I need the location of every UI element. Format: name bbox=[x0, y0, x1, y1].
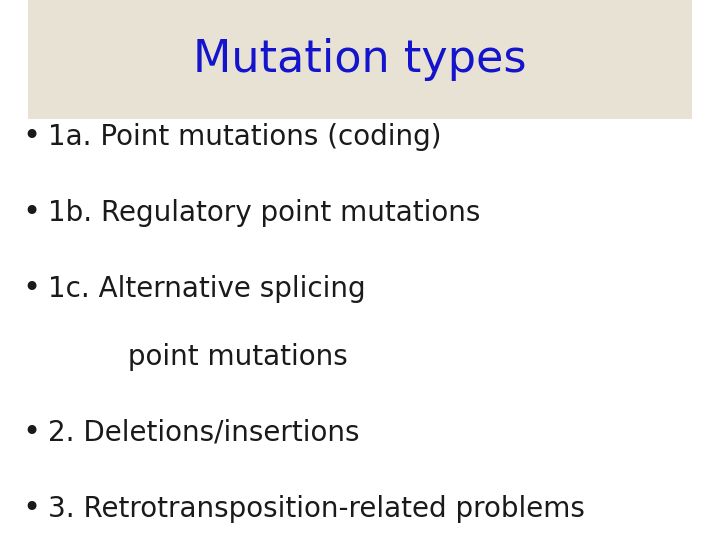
Bar bbox=[28, 0, 692, 119]
Text: •: • bbox=[22, 198, 40, 227]
Text: 1a. Point mutations (coding): 1a. Point mutations (coding) bbox=[48, 123, 441, 151]
Text: •: • bbox=[22, 494, 40, 523]
Text: 3. Retrotransposition-related problems: 3. Retrotransposition-related problems bbox=[48, 495, 585, 523]
Text: 2. Deletions/insertions: 2. Deletions/insertions bbox=[48, 419, 359, 447]
Text: •: • bbox=[22, 274, 40, 303]
Text: point mutations: point mutations bbox=[48, 343, 348, 371]
Text: Mutation types: Mutation types bbox=[193, 38, 527, 81]
Text: 1b. Regulatory point mutations: 1b. Regulatory point mutations bbox=[48, 199, 480, 227]
Text: •: • bbox=[22, 418, 40, 447]
Text: •: • bbox=[22, 122, 40, 151]
Text: 1c. Alternative splicing: 1c. Alternative splicing bbox=[48, 275, 366, 303]
